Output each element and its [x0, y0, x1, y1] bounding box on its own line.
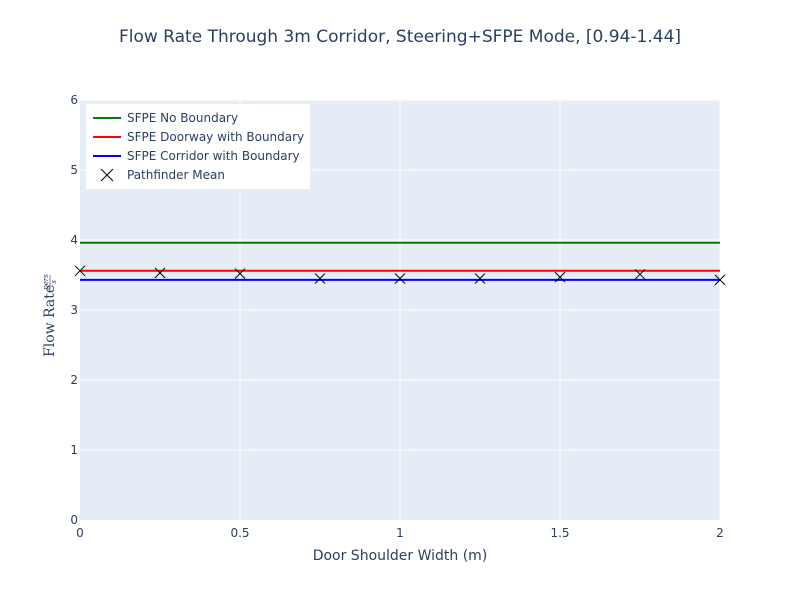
legend: SFPE No Boundary SFPE Doorway with Bounda… [86, 104, 310, 189]
x-tick-label: 1 [396, 526, 404, 540]
y-axis-title-numerator: pers [42, 274, 50, 290]
y-axis-title-prefix: Flow Rate [42, 285, 58, 357]
legend-label: SFPE Doorway with Boundary [127, 130, 304, 144]
legend-label: SFPE No Boundary [127, 111, 238, 125]
data-point-marker [74, 265, 86, 277]
data-point-marker [554, 271, 566, 283]
y-tick-label: 1 [70, 443, 78, 457]
x-tick-label: 1.5 [550, 526, 569, 540]
y-tick-label: 0 [70, 513, 78, 527]
series-layer [74, 241, 726, 286]
x-axis-title: Door Shoulder Width (m) [313, 548, 488, 564]
data-point-marker [394, 273, 406, 284]
data-point-marker [634, 268, 646, 280]
y-tick-label: 5 [70, 163, 78, 177]
x-tick-label: 0 [76, 526, 84, 540]
y-tick-label: 6 [70, 93, 78, 107]
tick-labels: 0 0.5 1 1.5 2 0 1 2 3 4 5 6 [70, 93, 723, 540]
y-tick-label: 3 [70, 303, 78, 317]
y-tick-label: 2 [70, 373, 78, 387]
y-axis-title-denominator: s [50, 280, 58, 284]
grid [80, 99, 721, 520]
x-tick-label: 0.5 [230, 526, 249, 540]
legend-label: SFPE Corridor with Boundary [127, 149, 300, 163]
data-point-marker [314, 273, 326, 284]
data-point-marker [234, 268, 246, 279]
y-axis-title: Flow Rate pers s [42, 274, 58, 357]
data-point-marker [154, 267, 166, 279]
x-tick-label: 2 [716, 526, 724, 540]
legend-box [86, 104, 310, 189]
legend-label: Pathfinder Mean [127, 168, 225, 182]
y-tick-label: 4 [70, 233, 78, 247]
data-point-marker [474, 273, 486, 284]
chart-title: Flow Rate Through 3m Corridor, Steering+… [119, 27, 681, 47]
data-point-marker [714, 274, 726, 286]
legend-swatch [100, 168, 114, 182]
